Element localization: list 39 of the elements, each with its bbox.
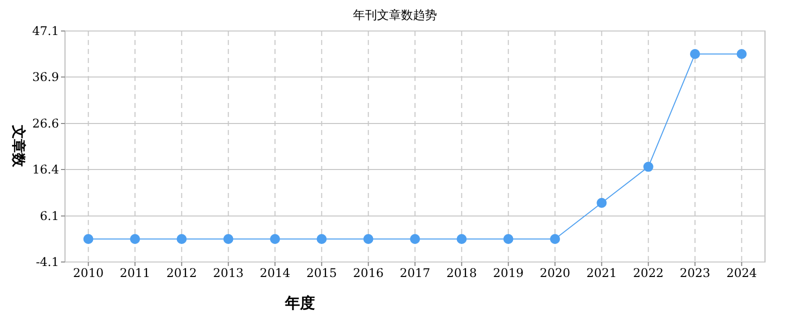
y-tick-label: -4.1 [36,255,59,269]
point [690,49,700,60]
x-axis-title: 年度 [284,294,315,312]
point [456,234,467,244]
chart-title: 年刊文章数趋势 [353,8,437,22]
x-tick-label: 2012 [166,266,197,280]
x-tick-label: 2019 [493,266,524,280]
x-tick-label: 2013 [213,266,244,280]
y-tick-label: 26.6 [32,116,59,130]
x-tick-label: 2011 [120,266,150,280]
x-tick-label: 2016 [353,266,384,280]
point [596,198,607,208]
point [316,234,327,244]
point [363,234,374,244]
y-tick-label: 6.1 [40,208,59,223]
y-tick-label: 47.1 [32,24,59,38]
x-tick-label: 2018 [446,266,477,280]
point [503,234,514,244]
point [410,234,420,244]
point [223,234,234,244]
point [736,49,747,60]
point [270,234,280,244]
point [176,234,187,244]
x-tick-label: 2023 [680,266,710,280]
x-tick-label: 2017 [400,266,430,280]
point [83,234,94,244]
point [130,234,140,244]
y-axis-title: 文章数 [10,124,27,168]
x-tick-label: 2020 [540,266,570,280]
x-tick-label: 2014 [260,266,291,280]
point [550,234,560,244]
x-tick-label: 2022 [633,266,664,280]
x-tick-label: 2021 [586,266,617,280]
x-tick-label: 2024 [726,266,758,280]
point [643,162,654,172]
y-tick-label: 16.4 [32,162,60,177]
x-tick-label: 2015 [306,266,337,280]
y-tick-label: 36.9 [32,70,59,84]
x-tick-label: 2010 [73,266,104,280]
